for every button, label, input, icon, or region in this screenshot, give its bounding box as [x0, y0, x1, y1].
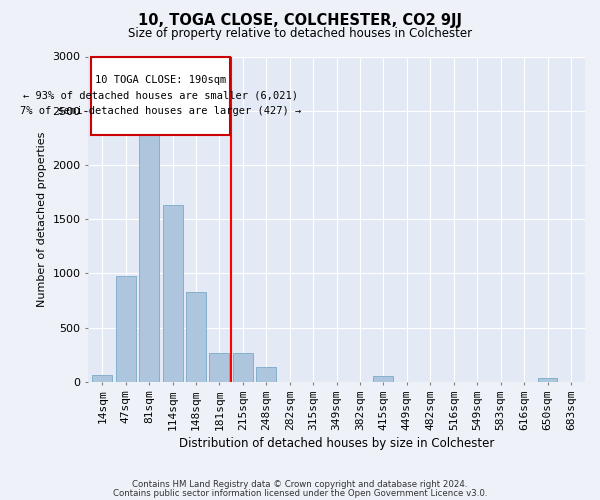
Text: Contains HM Land Registry data © Crown copyright and database right 2024.: Contains HM Land Registry data © Crown c…	[132, 480, 468, 489]
Text: 10, TOGA CLOSE, COLCHESTER, CO2 9JJ: 10, TOGA CLOSE, COLCHESTER, CO2 9JJ	[138, 12, 462, 28]
Bar	[373, 376, 394, 382]
Text: 7% of semi-detached houses are larger (427) →: 7% of semi-detached houses are larger (4…	[20, 106, 301, 117]
Bar	[139, 115, 159, 382]
FancyBboxPatch shape	[91, 56, 230, 134]
Y-axis label: Number of detached properties: Number of detached properties	[37, 132, 47, 307]
Text: Size of property relative to detached houses in Colchester: Size of property relative to detached ho…	[128, 28, 472, 40]
Bar	[163, 205, 182, 382]
Bar	[92, 376, 112, 382]
Bar	[186, 292, 206, 382]
X-axis label: Distribution of detached houses by size in Colchester: Distribution of detached houses by size …	[179, 437, 494, 450]
Bar	[209, 352, 229, 382]
Text: ← 93% of detached houses are smaller (6,021): ← 93% of detached houses are smaller (6,…	[23, 90, 298, 101]
Bar	[233, 352, 253, 382]
Text: Contains public sector information licensed under the Open Government Licence v3: Contains public sector information licen…	[113, 489, 487, 498]
Text: 10 TOGA CLOSE: 190sqm: 10 TOGA CLOSE: 190sqm	[95, 74, 226, 85]
Bar	[256, 366, 276, 382]
Bar	[116, 276, 136, 382]
Bar	[538, 378, 557, 382]
